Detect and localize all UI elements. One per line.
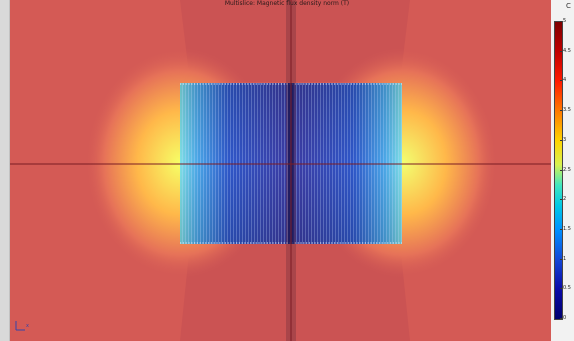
axes-triad: x: [15, 321, 29, 331]
colorbar-tick: 5: [559, 18, 567, 24]
corner-glyph: C: [566, 2, 571, 10]
colorbar-tick: 0: [559, 315, 567, 321]
left-gutter: [0, 0, 10, 341]
colorbar-tick: 2.5: [560, 166, 571, 173]
colorbar-tick: 4: [559, 77, 567, 84]
colorbar-tick: 3.5: [560, 107, 571, 114]
colorbar: [554, 21, 563, 320]
colorbar-tick: 2: [559, 196, 567, 203]
colorbar-panel: 5 4.5 4 3.5 3 2.5 2 1.5 1 0.5 0: [551, 0, 574, 341]
field-canvas[interactable]: [10, 0, 551, 341]
triad-label: x: [26, 323, 29, 329]
colorbar-tick: 1.5: [560, 225, 571, 232]
colorbar-tick: 1: [559, 255, 567, 262]
colorbar-tick: 3: [559, 136, 567, 143]
colorbar-tick: 4.5: [560, 47, 571, 54]
colorbar-tick: 0.5: [560, 285, 571, 292]
plot-title: Multislice: Magnetic flux density norm (…: [224, 0, 350, 7]
